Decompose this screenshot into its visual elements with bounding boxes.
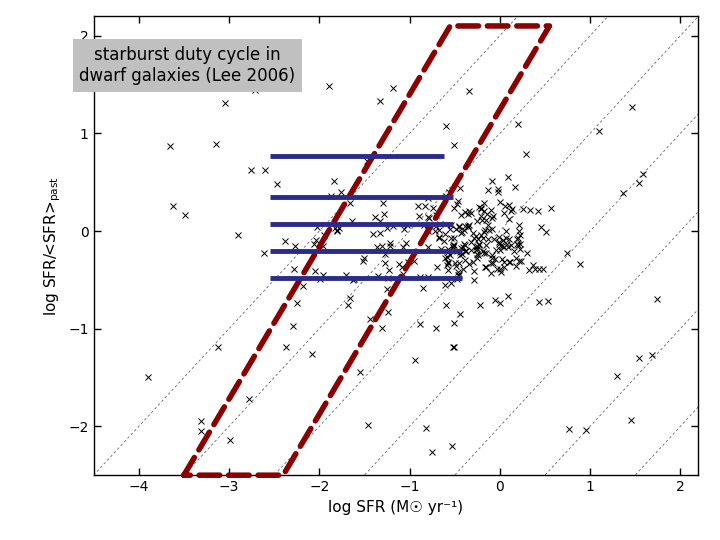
Y-axis label: log SFR/<SFR>$_\mathrm{past}$: log SFR/<SFR>$_\mathrm{past}$ (42, 176, 63, 316)
X-axis label: log SFR (M☉ yr⁻¹): log SFR (M☉ yr⁻¹) (328, 500, 464, 515)
Text: starburst duty cycle in
dwarf galaxies (Lee 2006): starburst duty cycle in dwarf galaxies (… (79, 46, 295, 85)
